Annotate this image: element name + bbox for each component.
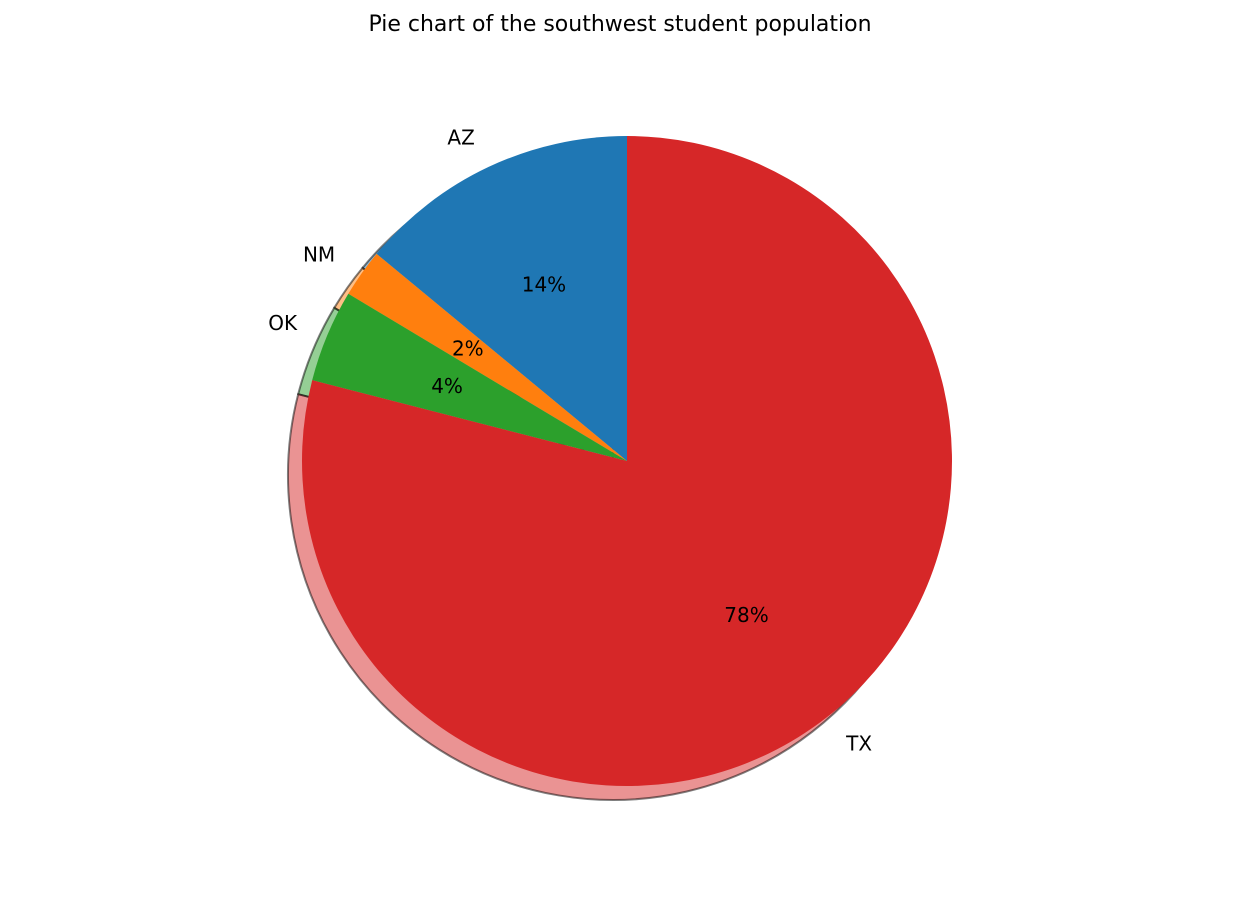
slice-percent-ok: 4% [431, 374, 463, 398]
slice-label-nm: NM [303, 243, 335, 267]
slice-label-ok: OK [268, 311, 298, 335]
slice-label-tx: TX [845, 731, 872, 755]
wedge-az [376, 136, 627, 461]
wedge-nm [348, 253, 627, 461]
pie-wedges [302, 136, 952, 787]
chart-title: Pie chart of the southwest student popul… [368, 12, 872, 37]
pie-labels: AZ 14% NM 2% OK 4% TX 78% [268, 126, 872, 756]
slice-percent-az: 14% [522, 273, 566, 297]
wedge-tx [302, 136, 952, 787]
slice-percent-nm: 2% [452, 336, 484, 360]
slice-percent-tx: 78% [724, 603, 768, 627]
slice-label-az: AZ [447, 126, 474, 150]
wedge-ok [312, 293, 627, 461]
